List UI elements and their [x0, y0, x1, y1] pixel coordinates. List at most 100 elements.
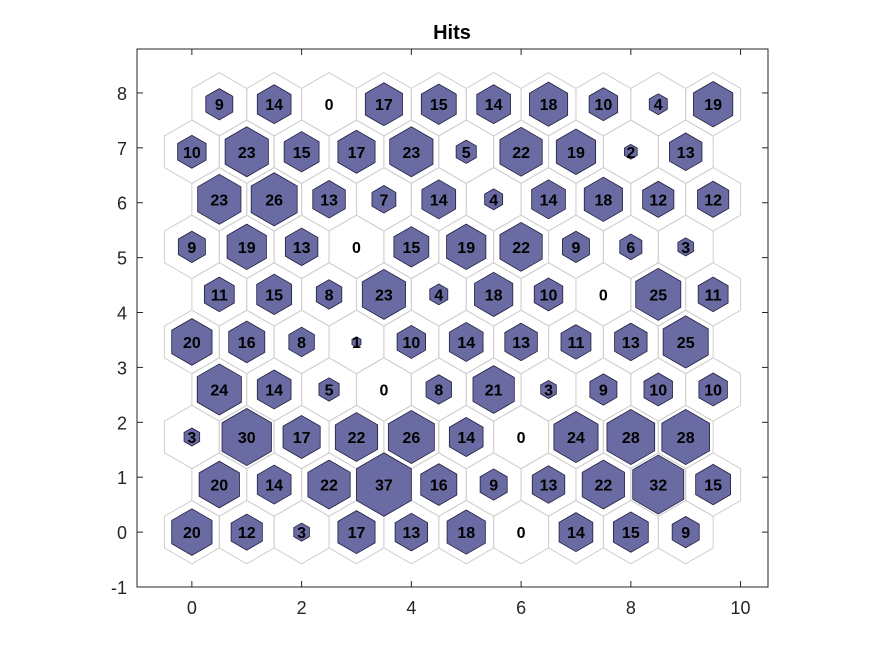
- hit-marker: [697, 276, 729, 313]
- chart-title: Hits: [433, 22, 471, 44]
- hit-marker: [455, 139, 477, 164]
- hit-count-label: 15: [265, 287, 283, 304]
- hit-count-label: 3: [187, 430, 196, 447]
- hit-count-label: 17: [348, 145, 366, 162]
- hit-marker: [479, 468, 508, 501]
- hit-count-label: 37: [375, 478, 393, 495]
- hit-count-label: 13: [677, 145, 695, 162]
- hit-marker: [531, 179, 566, 220]
- hit-marker: [429, 283, 449, 306]
- hit-marker: [671, 516, 700, 549]
- hit-marker: [648, 93, 668, 116]
- hit-marker: [560, 324, 592, 360]
- x-tick-label: 8: [626, 598, 636, 618]
- hit-count-label: 18: [540, 97, 558, 114]
- hit-marker: [337, 129, 376, 174]
- y-tick-label: 6: [117, 194, 127, 214]
- hit-marker: [614, 322, 648, 362]
- hit-marker: [619, 233, 643, 261]
- hit-count-label: 5: [325, 382, 334, 399]
- hit-count-label: 8: [325, 287, 334, 304]
- hit-marker: [250, 172, 298, 227]
- hit-count-label: 15: [622, 525, 640, 542]
- y-tick-label: 7: [117, 139, 127, 159]
- hit-marker: [425, 374, 452, 405]
- hit-marker: [693, 81, 734, 128]
- hit-count-label: 0: [517, 525, 526, 542]
- hit-marker: [533, 277, 564, 312]
- hit-marker: [256, 369, 292, 410]
- hit-count-label: 15: [704, 478, 722, 495]
- y-tick-label: 2: [117, 413, 127, 433]
- hit-marker: [697, 180, 730, 218]
- y-tick-label: 4: [117, 304, 127, 324]
- hit-count-label: 17: [293, 430, 311, 447]
- hit-count-label: 26: [265, 192, 283, 209]
- hit-marker: [420, 463, 458, 506]
- hit-marker: [351, 336, 362, 348]
- hit-count-label: 15: [293, 145, 311, 162]
- hit-marker: [230, 513, 263, 551]
- x-tick-label: 4: [406, 598, 416, 618]
- hit-marker: [389, 126, 434, 178]
- hit-marker: [677, 237, 694, 257]
- hit-count-label: 9: [681, 525, 690, 542]
- x-tick-label: 6: [516, 598, 526, 618]
- hit-count-label: 30: [238, 430, 256, 447]
- hit-count-label: 23: [238, 145, 256, 162]
- hit-marker: [177, 134, 207, 169]
- hit-marker: [196, 363, 242, 416]
- hit-marker: [387, 409, 435, 465]
- hit-marker: [226, 223, 267, 271]
- hit-count-label: 28: [677, 430, 695, 447]
- hit-count-label: 25: [649, 287, 667, 304]
- hit-marker: [499, 126, 543, 177]
- hit-count-label: 18: [594, 192, 612, 209]
- hit-marker: [198, 460, 240, 509]
- hit-marker: [284, 227, 319, 267]
- hit-count-label: 23: [375, 287, 393, 304]
- hit-count-label: 0: [517, 430, 526, 447]
- hit-count-label: 14: [457, 430, 475, 447]
- hit-marker: [540, 379, 557, 399]
- hit-marker: [448, 417, 484, 457]
- hit-marker: [589, 373, 618, 406]
- hit-count-label: 28: [622, 430, 640, 447]
- hit-count-label: 15: [430, 97, 448, 114]
- hit-count-label: 8: [434, 382, 443, 399]
- hit-marker: [256, 273, 293, 316]
- y-tick-label: 1: [117, 468, 127, 488]
- hit-count-label: 0: [352, 240, 361, 257]
- hit-count-label: 10: [540, 287, 558, 304]
- hit-count-label: 32: [649, 478, 667, 495]
- hit-marker: [356, 452, 412, 517]
- hit-count-label: 23: [210, 192, 228, 209]
- hit-count-label: 13: [293, 240, 311, 257]
- hit-marker: [307, 459, 351, 510]
- hit-count-label: 22: [512, 240, 530, 257]
- hit-marker: [643, 372, 673, 407]
- hit-marker: [642, 180, 675, 218]
- hit-count-label: 13: [402, 525, 420, 542]
- hit-marker: [472, 365, 515, 414]
- hit-count-label: 14: [567, 525, 585, 542]
- hit-marker: [474, 271, 514, 317]
- hit-count-label: 12: [238, 525, 256, 542]
- hit-marker: [562, 230, 590, 263]
- hit-count-label: 14: [485, 97, 503, 114]
- hit-count-label: 10: [649, 382, 667, 399]
- hit-marker: [698, 372, 728, 407]
- hit-count-label: 17: [375, 97, 393, 114]
- hex-cells: [163, 71, 742, 565]
- hit-marker: [606, 408, 656, 466]
- hit-marker: [421, 179, 457, 220]
- hit-count-label: 9: [215, 97, 224, 114]
- hit-count-label: 7: [379, 192, 388, 209]
- hit-marker: [337, 510, 376, 555]
- hit-marker: [632, 454, 685, 515]
- hit-count-label: 22: [348, 430, 366, 447]
- hit-count-label: 3: [544, 382, 553, 399]
- x-tick-label: 2: [297, 598, 307, 618]
- hit-marker: [334, 412, 379, 462]
